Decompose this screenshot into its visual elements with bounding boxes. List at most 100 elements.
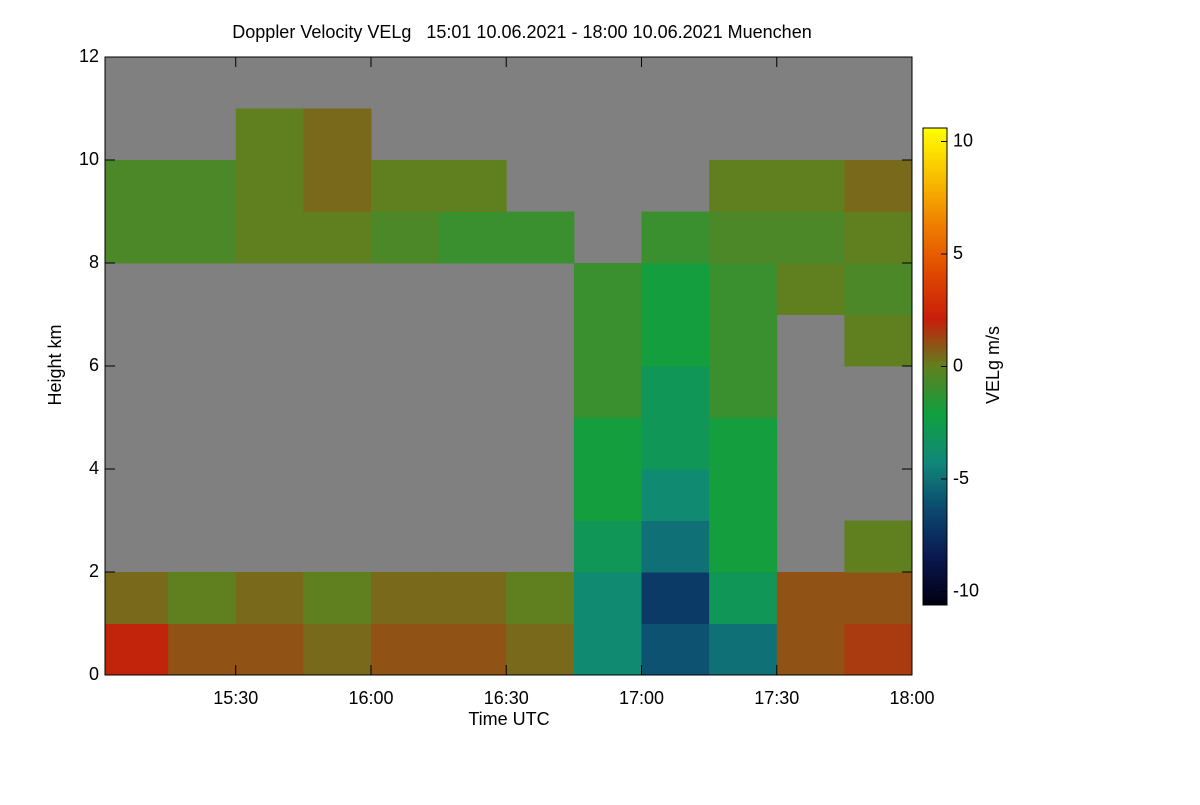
colorbar-strip xyxy=(923,193,947,195)
colorbar-strip xyxy=(923,277,947,279)
colorbar-strip xyxy=(923,586,947,588)
colorbar-strip xyxy=(923,505,947,507)
colorbar-strip xyxy=(923,419,947,421)
colorbar-strip xyxy=(923,483,947,485)
colorbar-strip xyxy=(923,315,947,317)
colorbar-strip xyxy=(923,237,947,239)
colorbar-strip xyxy=(923,195,947,197)
colorbar-strip xyxy=(923,251,947,253)
heatmap-cell xyxy=(844,263,913,315)
colorbar-strip xyxy=(923,502,947,504)
colorbar-strip xyxy=(923,348,947,350)
colorbar-strip xyxy=(923,255,947,257)
colorbar-strip xyxy=(923,449,947,451)
colorbar-strip xyxy=(923,167,947,169)
heatmap-cell xyxy=(709,211,778,264)
colorbar-strip xyxy=(923,577,947,579)
colorbar-strip xyxy=(923,405,947,407)
colorbar-strip xyxy=(923,231,947,233)
heatmap-cell xyxy=(105,572,169,624)
colorbar-strip xyxy=(923,592,947,594)
colorbar-strip xyxy=(923,435,947,437)
colorbar-strip xyxy=(923,250,947,252)
colorbar-strip xyxy=(923,381,947,383)
y-tick-label: 12 xyxy=(79,46,99,66)
colorbar-strip xyxy=(923,466,947,468)
colorbar-strip xyxy=(923,147,947,149)
heatmap-cell xyxy=(709,314,778,367)
colorbar-strip xyxy=(923,481,947,483)
colorbar-strip xyxy=(923,541,947,543)
colorbar-strip xyxy=(923,382,947,384)
colorbar-strip xyxy=(923,390,947,392)
colorbar-strip xyxy=(923,243,947,245)
chart-title: Doppler Velocity VELg 15:01 10.06.2021 -… xyxy=(232,22,811,42)
colorbar-strip xyxy=(923,308,947,310)
colorbar-strip xyxy=(923,160,947,162)
colorbar-strip xyxy=(923,559,947,561)
colorbar-strip xyxy=(923,132,947,134)
colorbar-strip xyxy=(923,257,947,259)
colorbar-strip xyxy=(923,587,947,589)
colorbar-strip xyxy=(923,248,947,250)
colorbar-strip xyxy=(923,152,947,154)
colorbar-strip xyxy=(923,142,947,144)
colorbar-strip xyxy=(923,205,947,207)
colorbar-strip xyxy=(923,275,947,277)
heatmap-cell xyxy=(776,160,845,212)
colorbar-strip xyxy=(923,416,947,418)
colorbar-strip xyxy=(923,218,947,220)
colorbar-strip xyxy=(923,354,947,356)
colorbar-tick-label: -10 xyxy=(953,580,979,600)
colorbar-strip xyxy=(923,333,947,335)
colorbar-strip xyxy=(923,479,947,481)
heatmap-cell xyxy=(168,623,237,676)
colorbar-strip xyxy=(923,579,947,581)
colorbar-strip xyxy=(923,494,947,496)
y-tick-label: 8 xyxy=(89,252,99,272)
colorbar-strip xyxy=(923,406,947,408)
colorbar-strip xyxy=(923,258,947,260)
colorbar-strip xyxy=(923,364,947,366)
colorbar-strip xyxy=(923,355,947,357)
colorbar-strip xyxy=(923,569,947,571)
colorbar-strip xyxy=(923,392,947,394)
colorbar-strip xyxy=(923,213,947,215)
colorbar-strip xyxy=(923,365,947,367)
colorbar-strip xyxy=(923,290,947,292)
colorbar-strip xyxy=(923,475,947,477)
colorbar-strip xyxy=(923,501,947,503)
heatmap-cell xyxy=(573,623,642,676)
colorbar-strip xyxy=(923,565,947,567)
colorbar-strip xyxy=(923,357,947,359)
colorbar-strip xyxy=(923,219,947,221)
colorbar-strip xyxy=(923,159,947,161)
colorbar-strip xyxy=(923,428,947,430)
colorbar-strip xyxy=(923,417,947,419)
colorbar-strip xyxy=(923,444,947,446)
colorbar-strip xyxy=(923,403,947,405)
colorbar-strip xyxy=(923,453,947,455)
colorbar-strip xyxy=(923,138,947,140)
x-tick-label: 16:30 xyxy=(484,688,529,708)
colorbar-strip xyxy=(923,305,947,307)
heatmap-cell xyxy=(844,314,913,367)
colorbar-strip xyxy=(923,196,947,198)
colorbar-strip xyxy=(923,464,947,466)
colorbar-strip xyxy=(923,164,947,166)
colorbar-strip xyxy=(923,370,947,372)
colorbar-strip xyxy=(923,176,947,178)
x-tick-label: 17:00 xyxy=(619,688,664,708)
colorbar-strip xyxy=(923,168,947,170)
colorbar-strip xyxy=(923,547,947,549)
heatmap-cell xyxy=(709,623,778,676)
colorbar-strip xyxy=(923,491,947,493)
colorbar-strip xyxy=(923,266,947,268)
colorbar-strip xyxy=(923,564,947,566)
colorbar-strip xyxy=(923,546,947,548)
colorbar-strip xyxy=(923,155,947,157)
colorbar-strip xyxy=(923,128,947,130)
colorbar-strip xyxy=(923,498,947,500)
colorbar-strip xyxy=(923,185,947,187)
colorbar-strip xyxy=(923,329,947,331)
